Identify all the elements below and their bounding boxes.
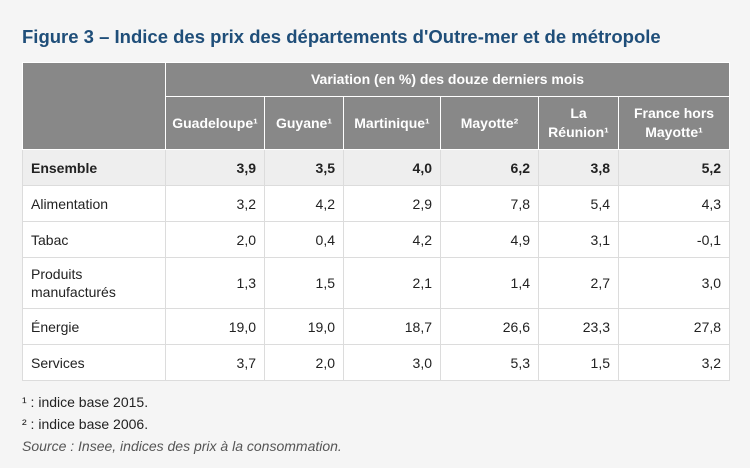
table-cell: 19,0 xyxy=(264,308,344,345)
table-cell: 2,9 xyxy=(343,185,441,222)
table-cell: 19,0 xyxy=(165,308,265,345)
table-cell: 6,2 xyxy=(440,149,539,186)
column-header-martinique: Martinique¹ xyxy=(343,96,441,150)
table-cell: 27,8 xyxy=(617,308,731,345)
table-cell: 3,7 xyxy=(165,344,265,381)
table-cell: 2,0 xyxy=(165,221,265,258)
table-row-produits-manufactures: Produits manufacturés 1,3 1,5 2,1 1,4 2,… xyxy=(22,257,731,309)
row-label: Services xyxy=(22,344,166,381)
group-header: Variation (en %) des douze derniers mois xyxy=(164,62,731,97)
column-header-guyane: Guyane¹ xyxy=(264,96,344,150)
table-cell: 1,3 xyxy=(165,257,265,309)
row-label: Produits manufacturés xyxy=(22,257,166,309)
header-corner-cell xyxy=(22,62,166,150)
table-cell: 3,2 xyxy=(617,344,731,381)
table-row-energie: Énergie 19,0 19,0 18,7 26,6 23,3 27,8 xyxy=(22,308,731,345)
footnotes: ¹ : indice base 2015. ² : indice base 20… xyxy=(22,391,342,457)
header-row-group: Variation (en %) des douze derniers mois xyxy=(22,62,731,150)
table-cell: 23,3 xyxy=(538,308,619,345)
footnote-base-2015: ¹ : indice base 2015. xyxy=(22,394,149,410)
table-row-ensemble: Ensemble 3,9 3,5 4,0 6,2 3,8 5,2 xyxy=(22,149,731,186)
table-cell: 3,0 xyxy=(617,257,731,309)
table-cell: 5,3 xyxy=(440,344,539,381)
table-cell: 5,2 xyxy=(617,149,731,186)
header-row-columns: Guadeloupe¹ Guyane¹ Martinique¹ Mayotte²… xyxy=(23,96,731,150)
table-cell: 3,2 xyxy=(165,185,265,222)
column-header-france-hors-mayotte: France hors Mayotte¹ xyxy=(617,96,731,150)
table-cell: 7,8 xyxy=(440,185,539,222)
table-cell: 2,1 xyxy=(343,257,441,309)
table-cell: 4,9 xyxy=(440,221,539,258)
table-cell: 18,7 xyxy=(343,308,441,345)
table-cell: 4,0 xyxy=(343,149,441,186)
table-row-tabac: Tabac 2,0 0,4 4,2 4,9 3,1 -0,1 xyxy=(22,221,731,258)
footnote-base-2006: ² : indice base 2006. xyxy=(22,416,149,432)
column-header-guadeloupe: Guadeloupe¹ xyxy=(165,96,265,150)
table-cell: 1,5 xyxy=(538,344,619,381)
column-header-mayotte: Mayotte² xyxy=(440,96,539,150)
row-label: Ensemble xyxy=(22,149,166,186)
table-cell: 3,5 xyxy=(264,149,344,186)
price-index-table: Variation (en %) des douze derniers mois… xyxy=(22,62,731,381)
table-row-services: Services 3,7 2,0 3,0 5,3 1,5 3,2 xyxy=(22,344,731,381)
table-cell: 4,3 xyxy=(617,185,731,222)
table-cell: 1,4 xyxy=(440,257,539,309)
table-cell: 2,7 xyxy=(538,257,619,309)
row-label: Alimentation xyxy=(22,185,166,222)
table-cell: 4,2 xyxy=(343,221,441,258)
table-cell: 2,0 xyxy=(264,344,344,381)
table-cell: 26,6 xyxy=(440,308,539,345)
table-cell: 3,9 xyxy=(165,149,265,186)
table-cell: 5,4 xyxy=(538,185,619,222)
table-cell: 4,2 xyxy=(264,185,344,222)
table-cell: 3,8 xyxy=(538,149,619,186)
figure-title: Figure 3 – Indice des prix des départeme… xyxy=(22,26,661,47)
table-cell: 3,1 xyxy=(538,221,619,258)
table-cell: -0,1 xyxy=(617,221,731,258)
column-header-la-reunion: La Réunion¹ xyxy=(538,96,619,150)
row-label: Tabac xyxy=(22,221,166,258)
table-cell: 1,5 xyxy=(264,257,344,309)
source-note: Source : Insee, indices des prix à la co… xyxy=(22,438,342,454)
table-cell: 0,4 xyxy=(264,221,344,258)
row-label: Énergie xyxy=(22,308,166,345)
table-cell: 3,0 xyxy=(343,344,441,381)
table-row-alimentation: Alimentation 3,2 4,2 2,9 7,8 5,4 4,3 xyxy=(22,185,731,222)
